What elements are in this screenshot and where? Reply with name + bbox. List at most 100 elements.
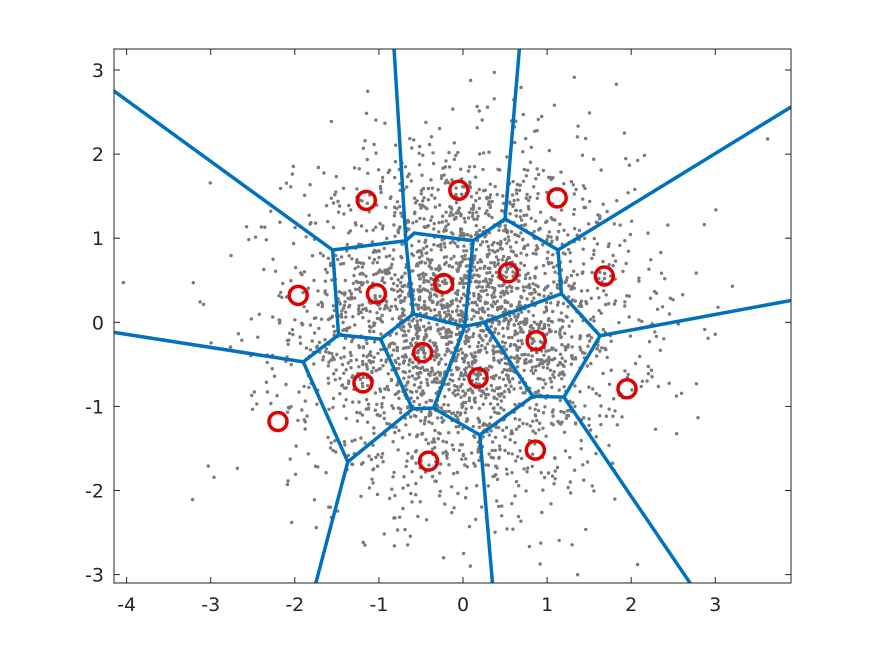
sample-point <box>326 435 330 440</box>
sample-point <box>445 302 449 306</box>
sample-point <box>427 321 431 325</box>
sample-point <box>378 387 382 391</box>
sample-point <box>647 267 651 271</box>
sample-point <box>430 474 435 479</box>
sample-point <box>499 406 503 410</box>
sample-point <box>354 260 359 264</box>
sample-point <box>613 299 618 303</box>
sample-point <box>291 164 296 169</box>
sample-point <box>552 280 556 284</box>
sample-point <box>323 338 327 342</box>
sample-point <box>414 333 418 337</box>
sample-point <box>460 233 464 237</box>
sample-point <box>655 307 660 311</box>
sample-point <box>299 271 303 275</box>
sample-point <box>518 449 522 453</box>
sample-point <box>443 181 447 185</box>
sample-point <box>343 278 347 283</box>
sample-point <box>414 219 419 223</box>
sample-point <box>342 386 347 390</box>
sample-point <box>553 469 557 473</box>
sample-point <box>567 295 571 299</box>
sample-point <box>547 348 551 353</box>
sample-point <box>323 267 328 272</box>
sample-point <box>517 300 522 304</box>
sample-point <box>408 136 412 141</box>
sample-point <box>536 408 541 413</box>
sample-point <box>448 165 452 169</box>
sample-point <box>618 243 622 248</box>
sample-point <box>475 217 479 221</box>
sample-point <box>519 338 524 343</box>
sample-point <box>542 324 546 328</box>
sample-point <box>496 258 500 262</box>
sample-point <box>453 193 458 198</box>
sample-point <box>668 296 672 300</box>
sample-point <box>432 221 436 226</box>
sample-point <box>590 484 594 488</box>
sample-point <box>513 494 517 498</box>
sample-point <box>468 181 472 185</box>
sample-point <box>509 342 513 347</box>
sample-point <box>446 222 451 226</box>
sample-point <box>541 263 546 268</box>
sample-point <box>637 318 641 322</box>
sample-point <box>348 289 352 293</box>
sample-point <box>337 290 341 294</box>
sample-point <box>449 350 453 355</box>
sample-point <box>380 402 384 406</box>
sample-point <box>417 144 422 149</box>
sample-point <box>377 249 381 253</box>
sample-point <box>368 350 373 354</box>
sample-point <box>380 270 384 274</box>
sample-point <box>519 218 524 222</box>
sample-point <box>484 396 488 400</box>
sample-point <box>356 265 360 269</box>
sample-point <box>497 376 502 380</box>
sample-point <box>538 377 543 381</box>
sample-point <box>414 364 418 369</box>
sample-point <box>286 342 290 346</box>
sample-point <box>371 360 375 364</box>
sample-point <box>543 271 547 276</box>
sample-point <box>570 319 574 323</box>
sample-point <box>363 543 367 547</box>
sample-point <box>652 289 657 294</box>
sample-point <box>563 348 568 352</box>
sample-point <box>418 277 422 281</box>
sample-point <box>364 306 368 311</box>
sample-point <box>451 107 455 111</box>
sample-point <box>375 413 379 417</box>
sample-point <box>495 308 500 312</box>
sample-point <box>579 348 583 352</box>
sample-point <box>533 407 537 411</box>
sample-point <box>330 351 334 356</box>
sample-point <box>443 310 447 315</box>
sample-point <box>347 379 351 383</box>
sample-point <box>322 171 326 175</box>
sample-point <box>464 366 468 370</box>
sample-point <box>563 252 567 256</box>
sample-point <box>310 254 315 258</box>
sample-point <box>489 384 493 388</box>
sample-point <box>527 283 531 287</box>
sample-point <box>430 447 435 451</box>
sample-point <box>405 406 410 410</box>
sample-point <box>546 250 550 254</box>
sample-point <box>339 312 343 316</box>
sample-point <box>517 234 521 238</box>
sample-point <box>485 196 489 201</box>
sample-point <box>407 432 412 437</box>
sample-point <box>459 167 463 171</box>
sample-point <box>552 370 556 374</box>
sample-point <box>445 456 449 460</box>
sample-point <box>461 389 465 393</box>
sample-point <box>549 380 553 384</box>
sample-point <box>380 227 385 231</box>
sample-point <box>391 440 395 444</box>
sample-point <box>404 384 408 388</box>
sample-point <box>435 380 439 385</box>
sample-point <box>547 230 551 234</box>
sample-point <box>350 257 354 261</box>
sample-point <box>524 489 528 493</box>
